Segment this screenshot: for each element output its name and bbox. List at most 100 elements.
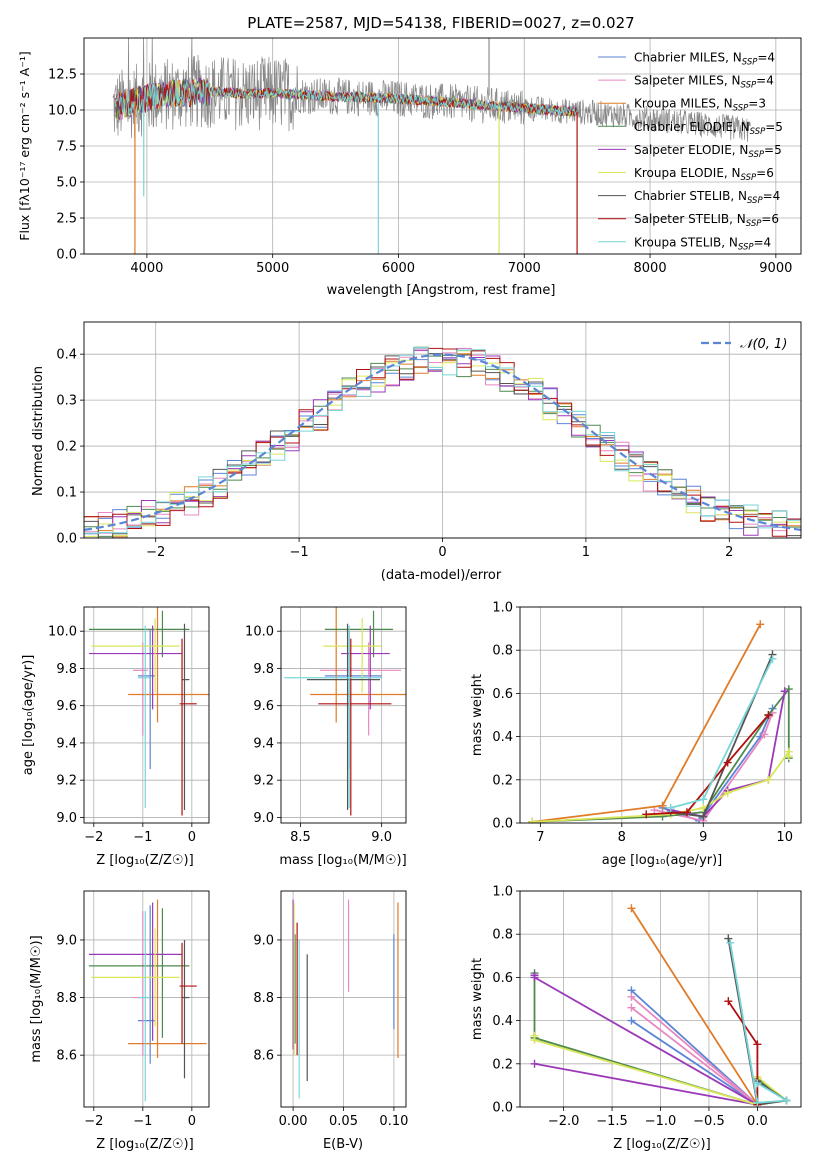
y-tick-label: 9.2 bbox=[253, 774, 274, 789]
weight-series bbox=[528, 685, 793, 823]
model-spectrum-kroupa-stelib bbox=[115, 79, 578, 118]
y-tick-label: 12.5 bbox=[48, 68, 77, 83]
y-tick-label: 0.8 bbox=[492, 928, 513, 943]
plot-area bbox=[112, 38, 751, 254]
legend-label-text: Chabrier MILES, N bbox=[634, 51, 742, 65]
y-tick-label: 0.4 bbox=[492, 1014, 513, 1029]
x-tick-label: −2 bbox=[84, 830, 103, 845]
y-tick-label: 0.2 bbox=[56, 440, 77, 455]
plot-area bbox=[88, 899, 207, 1102]
frame: 0.00 0.05 0.10 8.6 8.8 9.0 bbox=[253, 890, 408, 1129]
legend-label: Salpeter MILES, NSSP=4 bbox=[634, 74, 774, 91]
mass-vs-EBV-plot: 0.00 0.05 0.10 8.6 8.8 9.0 bbox=[253, 890, 408, 1129]
legend-label: Salpeter ELODIE, NSSP=5 bbox=[634, 143, 782, 160]
residual-panel: (data-model)/error Normed distribution −… bbox=[31, 321, 802, 583]
weight-line bbox=[532, 686, 790, 823]
weight-vs-Z-plot: −2.0 −1.5 −1.0 −0.5 0.0 0.0 0.2 0.4 0.6 0.8 1.0 bbox=[492, 885, 802, 1129]
weight-point bbox=[530, 1036, 539, 1045]
plot-area bbox=[284, 607, 406, 816]
x-tick-label: −1 bbox=[133, 830, 152, 845]
errorbar-point bbox=[128, 607, 209, 723]
y-tick-label: 10.0 bbox=[245, 625, 274, 640]
y-tick-label: 0.6 bbox=[492, 687, 513, 702]
errorbar-point bbox=[137, 625, 151, 809]
y-tick-label: 2.5 bbox=[56, 212, 77, 227]
y-tick-label: 0.1 bbox=[56, 486, 77, 501]
weight-series bbox=[726, 938, 791, 1107]
legend-label-subscript: SSP bbox=[741, 173, 757, 183]
weight-vs-Z-ylabel: mass weight bbox=[470, 958, 485, 1040]
errorbar-point bbox=[310, 607, 406, 723]
errorbar-point bbox=[128, 899, 207, 1059]
weight-point bbox=[764, 775, 773, 784]
weight-point bbox=[627, 1003, 636, 1012]
weight-point bbox=[723, 788, 732, 797]
legend-label-subscript: SSP bbox=[738, 242, 754, 252]
grid bbox=[84, 891, 209, 1107]
errorbar-point bbox=[323, 618, 382, 693]
weight-line bbox=[630, 907, 759, 1106]
weight-point bbox=[753, 1098, 762, 1107]
x-tick-label: −2.0 bbox=[548, 1114, 580, 1129]
errorbar-point bbox=[179, 638, 197, 816]
x-tick-label: 9.0 bbox=[371, 830, 392, 845]
errorbar-point bbox=[91, 618, 180, 693]
legend-label-text: Chabrier ELODIE, N bbox=[634, 120, 750, 134]
legend-label: Chabrier STELIB, NSSP=4 bbox=[634, 189, 780, 206]
legend-label: Chabrier ELODIE, NSSP=5 bbox=[634, 120, 783, 137]
x-tick-label: 0.05 bbox=[329, 1114, 358, 1129]
x-tick-label: 1 bbox=[582, 545, 590, 560]
histogram-kroupa-elodie bbox=[84, 350, 801, 538]
weight-vs-age-panel: age [log₁₀(age/yr)] mass weight 7 8 9 10 0.0… bbox=[470, 601, 802, 868]
weight-point bbox=[724, 997, 733, 1006]
y-tick-label: 8.6 bbox=[56, 1049, 77, 1064]
y-tick-label: 0.2 bbox=[492, 773, 513, 788]
legend-label-count: =4 bbox=[756, 74, 774, 88]
residual-xlabel: (data-model)/error bbox=[381, 568, 502, 583]
spectrum-title: PLATE=2587, MJD=54138, FIBERID=0027, z=0… bbox=[247, 14, 634, 32]
errorbar-point bbox=[182, 623, 190, 810]
mass-vs-Z-xlabel: Z [log₁₀(Z/Z☉)] bbox=[96, 1137, 193, 1152]
legend-label-normal: 𝒩(0, 1) bbox=[740, 337, 787, 352]
weight-point bbox=[666, 803, 675, 812]
grid bbox=[520, 606, 801, 824]
grid bbox=[520, 890, 801, 1108]
weight-point bbox=[723, 758, 732, 767]
x-tick-label: 0.10 bbox=[379, 1114, 408, 1129]
weight-line bbox=[646, 714, 770, 816]
frame: 4000 5000 6000 7000 8000 9000 0.0 2.5 5.0 7.5 10.0… bbox=[48, 37, 802, 276]
axes-frame bbox=[83, 606, 210, 824]
weight-point bbox=[699, 795, 708, 804]
y-tick-label: 0.0 bbox=[492, 817, 513, 832]
errorbar-point bbox=[88, 908, 190, 1038]
errorbar-point bbox=[284, 625, 382, 809]
legend-label-subscript: SSP bbox=[742, 58, 758, 68]
spectrum-xlabel: wavelength [Angstrom, rest frame] bbox=[327, 283, 556, 298]
y-tick-label: 9.0 bbox=[56, 811, 77, 826]
axes-frame bbox=[83, 890, 210, 1108]
y-tick-label: 8.8 bbox=[56, 991, 77, 1006]
errorbar-point bbox=[341, 625, 390, 710]
weight-series bbox=[666, 687, 789, 821]
plot-area bbox=[84, 346, 801, 538]
age-vs-Z-panel: Z [log₁₀(Z/Z☉)] age [log₁₀(age/yr)] −2 −1… bbox=[21, 606, 210, 868]
histogram-kroupa-stelib bbox=[84, 347, 801, 538]
y-tick-label: 1.0 bbox=[492, 885, 513, 900]
y-tick-label: 10.0 bbox=[48, 104, 77, 119]
spectrum-ylabel: Flux [fλ10⁻¹⁷ erg cm⁻² s⁻¹ A⁻¹] bbox=[17, 51, 32, 240]
weight-line bbox=[630, 996, 758, 1106]
grid bbox=[281, 607, 406, 823]
x-tick-label: −1.0 bbox=[645, 1114, 677, 1129]
errorbar-point bbox=[318, 638, 392, 816]
x-tick-label: −1.5 bbox=[596, 1114, 628, 1129]
mass-vs-EBV-panel: E(B-V) 0.00 0.05 0.10 8.6 8.8 9.0 bbox=[253, 890, 408, 1152]
y-tick-label: 0.3 bbox=[56, 394, 77, 409]
legend-label-subscript: SSP bbox=[741, 81, 757, 91]
legend-label-text: Salpeter ELODIE, N bbox=[634, 143, 748, 157]
plot-area bbox=[292, 899, 399, 1099]
spectrum-panel: PLATE=2587, MJD=54138, FIBERID=0027, z=0… bbox=[17, 14, 802, 298]
weight-point bbox=[658, 801, 667, 810]
weight-series bbox=[642, 711, 773, 819]
normal-curve-line bbox=[84, 353, 801, 531]
